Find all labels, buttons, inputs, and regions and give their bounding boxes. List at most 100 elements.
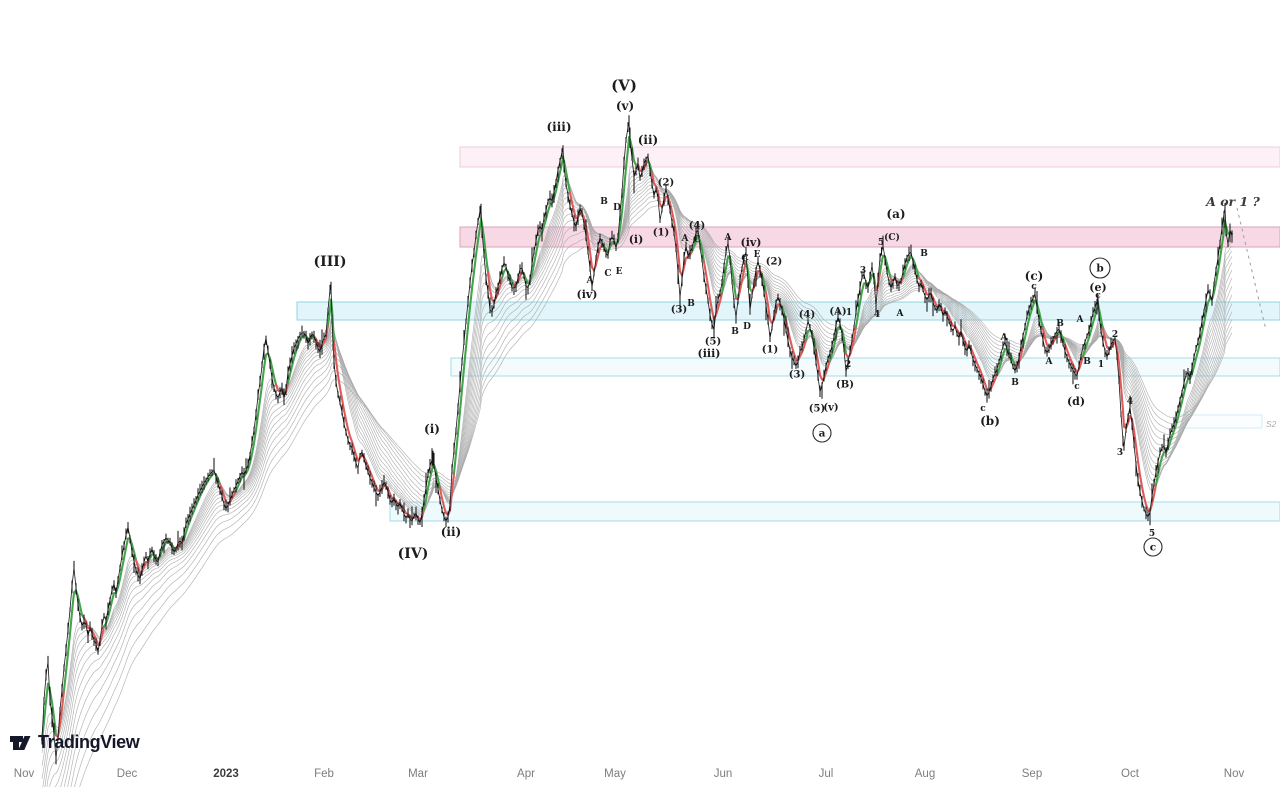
wave-label: (5) (705, 337, 721, 348)
wave-label: A (586, 276, 595, 286)
wave-label: c (1031, 282, 1037, 292)
ma-ribbon-line (46, 175, 1233, 787)
fast-ma-up-segment (760, 273, 768, 294)
wave-label: B (1083, 357, 1091, 367)
tradingview-logo[interactable]: TradingView (8, 730, 140, 754)
tradingview-logo-text: TradingView (38, 731, 140, 752)
x-axis[interactable]: Nov Dec 2023 Feb Mar Apr May Jun Jul Aug Sep Oct Nov (14, 768, 1245, 780)
fast-ma-down-segment (1063, 343, 1085, 374)
ma-ribbon-line (79, 204, 1233, 787)
wave-label: B (1056, 319, 1064, 329)
wave-label: (iv) (741, 236, 762, 249)
x-axis-label: Jul (819, 768, 834, 780)
fast-ma (40, 135, 1234, 742)
price-candles (41, 115, 1233, 765)
fast-ma-up-segment (690, 234, 706, 263)
wave-label: A (896, 309, 905, 319)
wave-label: A (1000, 333, 1009, 343)
circled-label-text: a (819, 428, 826, 440)
wave-label: B (920, 249, 928, 259)
annotations: A or 1 ? (1205, 194, 1260, 209)
wave-label: (2) (658, 178, 674, 189)
circled-wave-labels: a b c (812, 257, 1163, 557)
wave-label: (4) (689, 221, 705, 232)
wave-label: (V) (611, 76, 637, 94)
wave-label: A (1045, 357, 1054, 367)
wave-label: (b) (980, 414, 1000, 428)
wave-label: (3) (789, 370, 805, 381)
ma-ribbon-line (41, 166, 1233, 767)
wave-label: (IV) (398, 546, 429, 562)
fast-ma-down-segment (1101, 328, 1158, 513)
fast-ma-up-segment (286, 334, 318, 384)
fast-ma-up-segment (901, 255, 921, 280)
price-line (41, 121, 1233, 759)
annotation-text: A or 1 ? (1205, 194, 1260, 209)
wave-label: 1 (846, 308, 852, 318)
support-zone-lower (389, 501, 1280, 522)
fast-ma-up-segment (780, 305, 788, 322)
x-axis-label: Nov (14, 768, 35, 780)
fast-ma-up-segment (995, 348, 1017, 376)
fast-ma-down-segment (702, 260, 724, 321)
wave-label: c (1095, 291, 1101, 301)
fast-ma-down-segment (650, 172, 694, 277)
wave-label: 3 (860, 266, 866, 276)
resistance-zone-main (459, 226, 1280, 248)
x-axis-label: Dec (117, 768, 138, 780)
ma-ribbon-line (63, 188, 1233, 787)
ma-ribbon (41, 164, 1233, 787)
circled-label-ring (812, 423, 832, 443)
x-axis-label: Apr (517, 768, 535, 780)
wave-label: (a) (886, 207, 905, 221)
wave-label: (3) (671, 305, 687, 316)
fast-ma-down-segment (82, 617, 106, 646)
wave-label: c (1074, 382, 1080, 392)
wave-label: (iii) (546, 120, 571, 134)
fast-ma-up-segment (720, 255, 738, 300)
wave-label: 1 (1098, 360, 1104, 370)
fast-ma-up-segment (1081, 302, 1105, 358)
wave-label: 5 (878, 238, 884, 248)
wave-label: (i) (629, 233, 644, 246)
wave-label: (5) (809, 404, 825, 415)
circled-label-ring (1089, 257, 1111, 279)
x-axis-label: Nov (1224, 768, 1245, 780)
wave-label: (C) (884, 232, 900, 243)
wave-label: C (693, 235, 700, 245)
wave-label: c (980, 404, 986, 414)
fast-ma-down-segment (844, 325, 858, 359)
wave-label: E (754, 250, 761, 260)
wave-label: B (731, 327, 739, 337)
x-axis-label: 2023 (213, 768, 239, 780)
wave-label: (iv) (577, 288, 598, 301)
wave-label: (III) (314, 254, 347, 270)
support-zone-mid (450, 357, 1280, 377)
wave-label: (1) (653, 228, 669, 239)
wave-label: (B) (836, 380, 854, 391)
resistance-zone-upper (459, 146, 1280, 168)
ma-ribbon-line (60, 184, 1233, 787)
wave-label: (A) (829, 307, 846, 318)
wave-label: (i) (424, 422, 440, 436)
wave-label: (v) (616, 99, 634, 113)
wave-label: (v) (823, 403, 838, 414)
x-axis-label: May (604, 768, 626, 780)
wave-label: B (687, 299, 695, 309)
wave-label: D (613, 203, 621, 213)
x-axis-label: Feb (314, 768, 334, 780)
wave-label: 2 (845, 360, 851, 370)
fast-ma-down-segment (332, 340, 426, 521)
wave-label: C (741, 254, 748, 264)
fast-ma-up-segment (234, 352, 278, 492)
fast-ma-up-segment (102, 537, 138, 628)
wave-label: (c) (1025, 269, 1044, 283)
fast-ma-down-segment (784, 319, 808, 362)
wave-label: B (600, 197, 608, 207)
wave-label: 2 (1112, 330, 1118, 340)
x-axis-label: Sep (1022, 768, 1042, 780)
wave-label: 5 (1149, 529, 1155, 539)
wave-label: 3 (1117, 448, 1123, 458)
fast-ma-up-segment (828, 325, 848, 362)
